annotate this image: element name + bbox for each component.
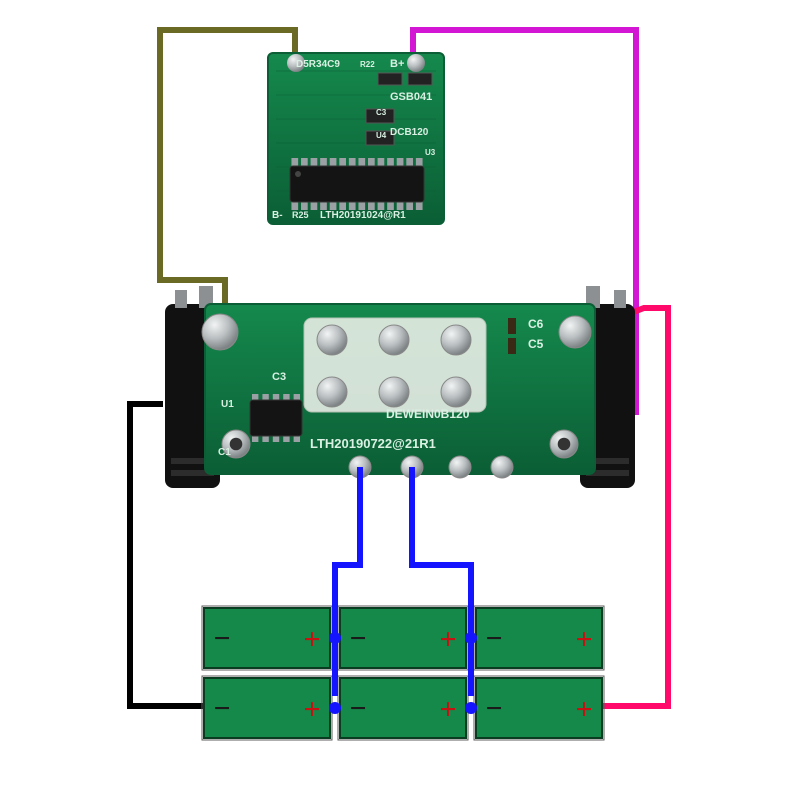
pos-terminal: + (303, 693, 320, 726)
silk-label: DCB120 (390, 127, 429, 138)
pos-terminal: + (575, 693, 592, 726)
battery-cell: −+ (338, 606, 468, 670)
pos-terminal: + (439, 693, 456, 726)
battery-cell: −+ (202, 676, 332, 740)
silk-label: DEWEIN0B120 (386, 407, 470, 421)
silk-label: C3 (376, 108, 387, 117)
wire-node (329, 702, 341, 714)
silk-label: C5 (528, 337, 544, 351)
pos-terminal: + (303, 623, 320, 656)
neg-terminal: − (213, 622, 230, 655)
silk-label: R25 (292, 210, 309, 220)
neg-terminal: − (349, 622, 366, 655)
silk-label: U3 (425, 148, 436, 157)
silk-label: C3 (272, 371, 286, 383)
silk-label: B- (272, 210, 283, 221)
pos-terminal: + (575, 623, 592, 656)
wire-node (465, 702, 477, 714)
silk-label: LTH20190722@21R1 (310, 436, 436, 451)
battery-cell: −+ (338, 676, 468, 740)
pos-terminal: + (439, 623, 456, 656)
wiring-diagram: B+ GSB041 D5R34C9 DCB120 U3 C3 U4 R22 B- R25 LTH20… (0, 0, 800, 800)
silk-label: D5R34C9 (296, 59, 340, 70)
silk-label: B+ (390, 58, 404, 70)
neg-terminal: − (485, 622, 502, 655)
wire-node (329, 632, 341, 644)
silk-label: U1 (221, 399, 234, 410)
battery-cells: −+−+−+−+−+−+ (202, 606, 604, 740)
main-pcb-module: C6 C5 C3 U1 C1 DEWEIN0B120 LTH20190722@21R1 (165, 286, 635, 488)
silk-label: LTH20191024@R1 (320, 210, 406, 221)
silk-label: C1 (218, 447, 231, 458)
neg-terminal: − (349, 692, 366, 725)
battery-cell: −+ (474, 676, 604, 740)
neg-terminal: − (213, 692, 230, 725)
silk-label: GSB041 (390, 91, 432, 103)
silk-label: C6 (528, 317, 544, 331)
silk-label: R22 (360, 60, 375, 69)
neg-terminal: − (485, 692, 502, 725)
battery-cell: −+ (474, 606, 604, 670)
top-pcb-module: B+ GSB041 D5R34C9 DCB120 U3 C3 U4 R22 B- R25 LTH20… (268, 53, 444, 224)
battery-cell: −+ (202, 606, 332, 670)
wire-node (465, 632, 477, 644)
silk-label: U4 (376, 131, 387, 140)
